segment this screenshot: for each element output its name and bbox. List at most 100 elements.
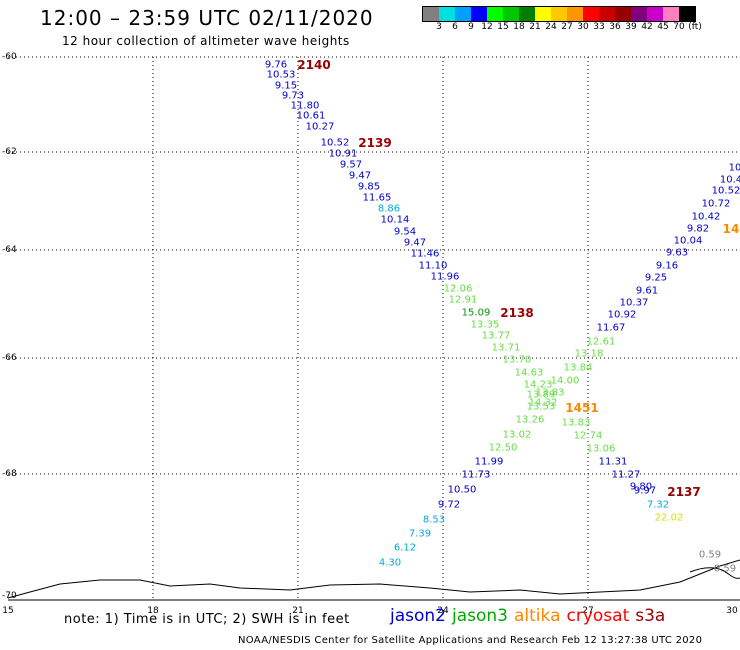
scale-swatch: [439, 7, 455, 21]
wave-height-value: 9.85: [357, 181, 381, 193]
scale-swatch: [503, 7, 519, 21]
lat-label: -60: [2, 52, 17, 62]
scale-label: 15: [497, 22, 509, 32]
wave-height-value: 10.52: [711, 185, 740, 197]
scale-label: (ft): [688, 22, 702, 32]
scale-label: 12: [481, 22, 493, 32]
lon-label: 24: [437, 606, 449, 616]
coastline-east: [689, 567, 740, 579]
wave-height-value: 9.57: [339, 159, 363, 171]
scale-label: 42: [641, 22, 653, 32]
wave-height-value: 10.72: [701, 198, 731, 210]
wave-height-value: 10.27: [305, 121, 335, 133]
grid-lines: [8, 56, 740, 600]
scale-swatch: [599, 7, 615, 21]
wave-height-value: 11.73: [461, 469, 491, 481]
wave-height-value: 14.00: [550, 375, 580, 387]
scale-swatch: [423, 7, 439, 21]
color-scale-bar: [422, 6, 696, 22]
scale-label: 21: [529, 22, 541, 32]
wave-height-value: 12.91: [448, 294, 478, 306]
wave-height-value: 11.67: [596, 322, 626, 334]
satellite-legend-item: altika: [514, 606, 561, 626]
page-title: 12:00 – 23:59 UTC 02/11/2020: [40, 6, 374, 30]
wave-height-value: 15.09: [461, 307, 491, 319]
wave-height-value: 6.12: [393, 542, 417, 554]
scale-swatch: [615, 7, 631, 21]
wave-height-value: 11.80: [290, 100, 320, 112]
wave-height-value: 13.89: [526, 389, 556, 401]
note-text: note: 1) Time is in UTC; 2) SWH is in fe…: [64, 612, 350, 627]
scale-label: 6: [452, 22, 458, 32]
wave-height-value: 22.02: [654, 512, 684, 524]
wave-height-value: 10.50: [447, 484, 477, 496]
pass-label: 1451: [565, 401, 599, 415]
scale-swatch: [471, 7, 487, 21]
scale-swatch: [519, 7, 535, 21]
wave-height-value: 9.25: [644, 272, 668, 284]
scale-swatch: [663, 7, 679, 21]
wave-height-value: 11.31: [598, 456, 628, 468]
lat-label: -64: [2, 245, 17, 255]
scale-label: 36: [609, 22, 621, 32]
lat-label: -66: [2, 353, 17, 363]
lat-label: -68: [2, 469, 17, 479]
wave-height-value: 0.59: [713, 563, 737, 575]
wave-height-value: 10.14: [380, 214, 410, 226]
lat-label: -62: [2, 147, 17, 157]
pass-label: 2139: [358, 136, 392, 150]
scale-label: 3: [436, 22, 442, 32]
wave-height-value: 10.04: [673, 235, 703, 247]
pass-label: 2138: [500, 306, 534, 320]
scale-label: 45: [657, 22, 669, 32]
wave-height-value: 10.91: [328, 148, 358, 160]
wave-height-value: 9.16: [655, 260, 679, 272]
scale-label: 30: [577, 22, 589, 32]
wave-height-value: 9.47: [348, 170, 372, 182]
wave-height-value: 12.06: [443, 283, 473, 295]
lon-label: 18: [147, 606, 159, 616]
scale-swatch: [583, 7, 599, 21]
wave-height-value: 9.15: [274, 80, 298, 92]
wave-height-value: 14.63: [514, 367, 544, 379]
satellite-legend-item: jason2: [390, 606, 446, 626]
scale-label: 70: [673, 22, 685, 32]
satellite-legend-item: s3a: [635, 606, 666, 626]
coastline: [7, 559, 740, 599]
wave-height-value: 10.37: [619, 297, 649, 309]
scale-swatch: [647, 7, 663, 21]
wave-height-value: 13.06: [586, 443, 616, 455]
scale-label: 39: [625, 22, 637, 32]
footer-credit: NOAA/NESDIS Center for Satellite Applica…: [238, 635, 703, 646]
wave-height-value: 10.4: [719, 174, 740, 186]
wave-height-value: 12.74: [573, 430, 603, 442]
satellite-legend-item: jason3: [452, 606, 508, 626]
lon-label: 27: [582, 606, 594, 616]
scale-swatch: [631, 7, 647, 21]
wave-height-value: 9.54: [393, 226, 417, 238]
wave-height-value: 4.30: [378, 557, 402, 569]
pass-label: 14: [722, 222, 740, 236]
wave-height-value: 14.32: [528, 397, 558, 409]
wave-height-value: 9.47: [403, 237, 427, 249]
scale-label: 9: [468, 22, 474, 32]
wave-height-value: 12.50: [488, 442, 518, 454]
wave-height-value: 9.97: [633, 485, 657, 497]
wave-height-value: 7.39: [408, 528, 432, 540]
wave-height-value: 10.53: [266, 69, 296, 81]
scale-label: 24: [545, 22, 557, 32]
wave-height-value: 7.32: [646, 499, 670, 511]
wave-height-value: 9.63: [665, 247, 689, 259]
scale-swatch: [487, 7, 503, 21]
wave-height-value: 13.18: [574, 348, 604, 360]
scale-swatch: [535, 7, 551, 21]
wave-height-value: 9.72: [437, 499, 461, 511]
wave-height-value: 8.86: [377, 203, 401, 215]
wave-height-value: 8.53: [422, 514, 446, 526]
pass-label: 2140: [297, 58, 331, 72]
wave-height-value: 9.61: [635, 285, 659, 297]
scale-label: 27: [561, 22, 573, 32]
wave-height-value: 11.96: [430, 271, 460, 283]
wave-height-value: 9.76: [264, 59, 288, 71]
